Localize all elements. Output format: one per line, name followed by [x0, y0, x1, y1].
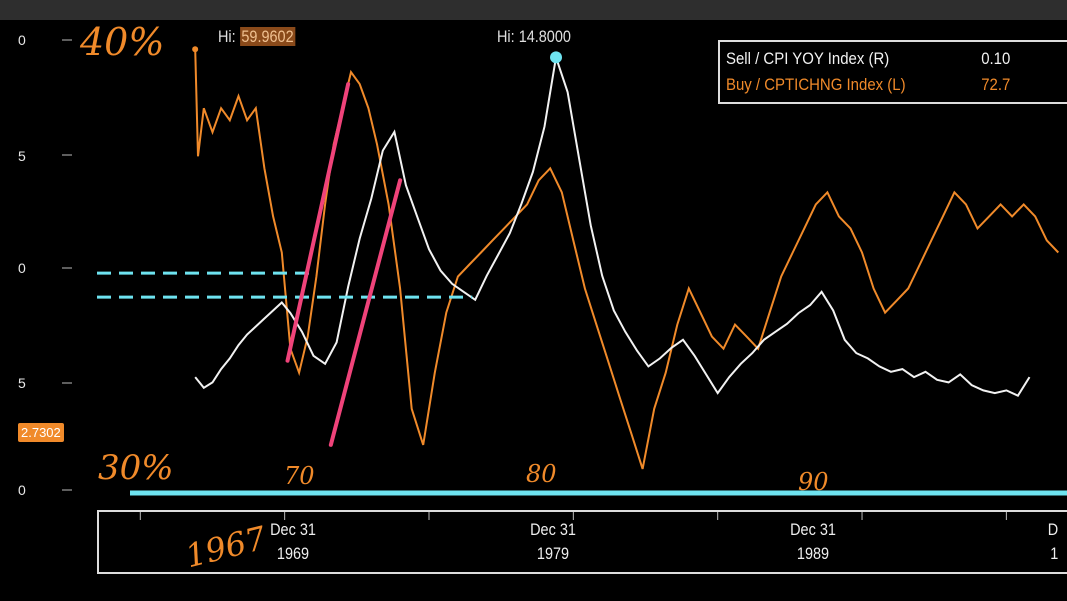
last-value-tag: 2.7302 [18, 423, 64, 442]
annotation-mark: 90 [798, 468, 829, 496]
y-tick-left: 0 [18, 260, 26, 276]
y-tick-left: 5 [18, 375, 26, 391]
x-tick-line1: Dec 31 [790, 520, 836, 539]
legend-label-sell: Sell / CPI YOY Index (R) [726, 49, 890, 68]
x-tick-label: D 1 [1016, 518, 1059, 566]
x-tick-line2: 1989 [796, 544, 830, 563]
legend-label-buy: Buy / CPTICHNG Index (L) [726, 75, 906, 94]
legend-entry-sell: Sell / CPI YOY Index (R) 0.10 [726, 46, 1029, 72]
annotation-mark: 80 [526, 460, 557, 488]
x-tick-line1: Dec 31 [270, 520, 316, 539]
chart-legend: Sell / CPI YOY Index (R) 0.10 Buy / CPTI… [718, 40, 1067, 104]
x-tick-label: Dec 31 1979 [515, 518, 592, 566]
sell-series-line [194, 56, 1031, 397]
x-tick-label: Dec 31 1989 [775, 518, 852, 566]
legend-value-sell: 0.10 [981, 49, 1011, 68]
x-tick-line2: 1969 [276, 544, 310, 563]
window-title-bar [0, 0, 1067, 20]
buy-series-layer [194, 49, 1060, 470]
x-tick-line2: 1 [1050, 544, 1059, 563]
hi-point-marker [192, 46, 199, 53]
annotation-layer [62, 39, 1067, 520]
trend-arrow [285, 82, 351, 363]
y-tick-left: 5 [18, 148, 26, 164]
hi-label-buy-value: 59.9602 [239, 27, 296, 46]
legend-value-buy: 72.7 [981, 75, 1011, 94]
buy-series-line [194, 49, 1060, 470]
hi-point-marker [550, 51, 563, 64]
hi-label-sell-value: 14.8000 [518, 27, 571, 46]
hi-label-buy: Hi: 59.9602 [218, 27, 296, 47]
x-tick-line1: Dec 31 [530, 520, 576, 539]
x-tick-line1: D [1047, 520, 1059, 539]
annotation-bottom-percent: 30% [98, 448, 174, 488]
legend-entry-buy: Buy / CPTICHNG Index (L) 72.7 [726, 72, 1029, 98]
trend-arrow [328, 178, 403, 447]
x-tick-line2: 1979 [536, 544, 570, 563]
hi-label-sell: Hi: 14.8000 [497, 27, 571, 47]
x-axis-panel [97, 510, 1067, 574]
hi-label-buy-prefix: Hi: [218, 27, 236, 46]
annotation-mark: 70 [284, 462, 315, 490]
sell-series-layer [194, 56, 1031, 397]
hi-label-sell-prefix: Hi: [497, 27, 515, 46]
annotation-top-percent: 40% [80, 20, 165, 64]
y-tick-left: 0 [18, 482, 26, 498]
y-tick-left: 0 [18, 32, 26, 48]
x-tick-label: Dec 31 1969 [255, 518, 332, 566]
